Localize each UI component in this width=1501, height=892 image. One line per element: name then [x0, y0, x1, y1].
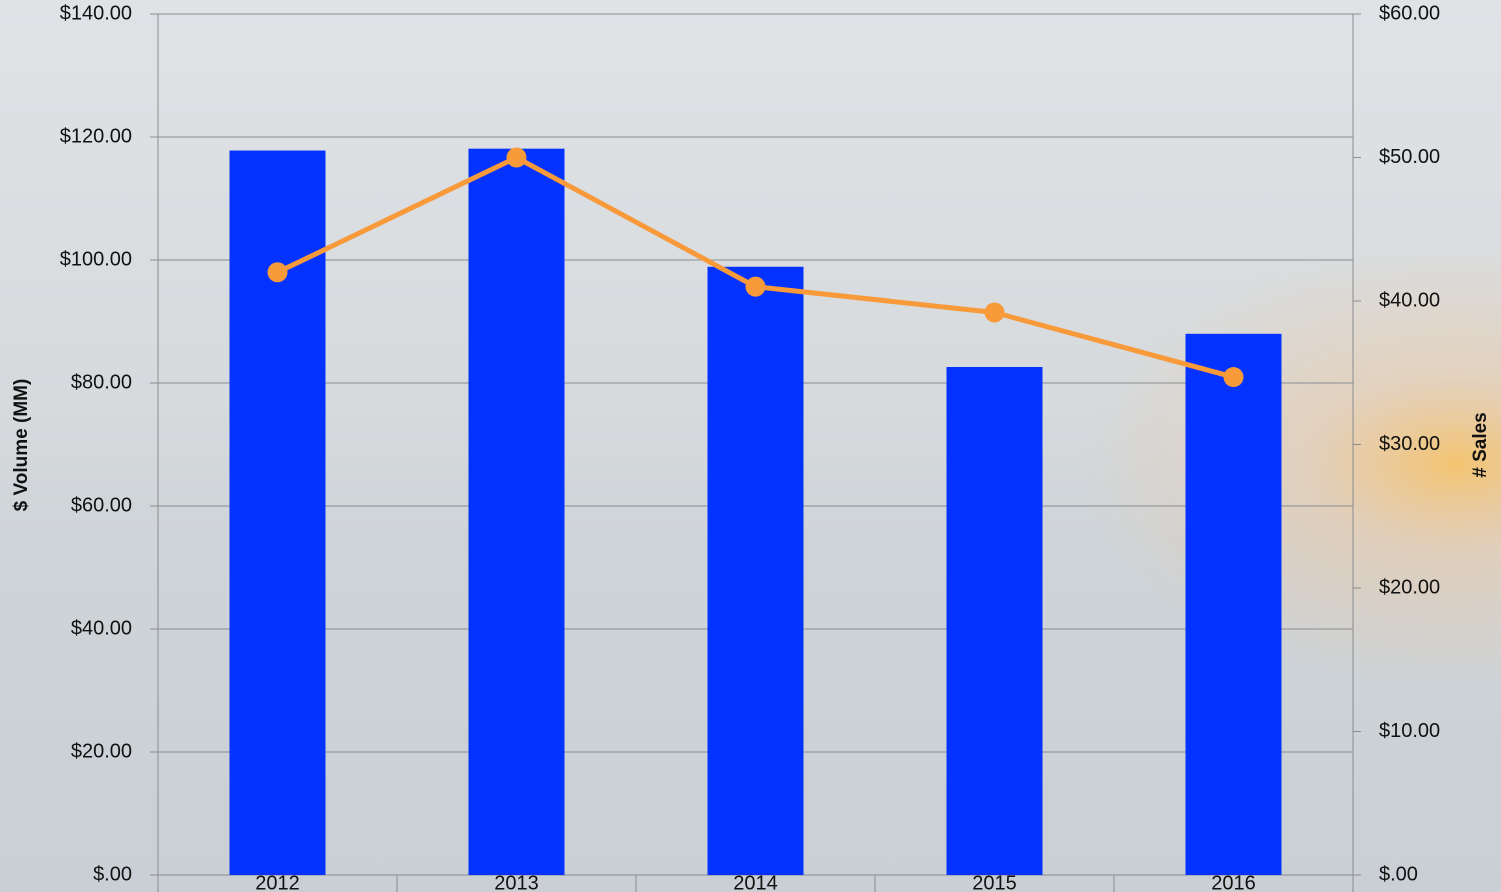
y-tick-label: $140.00 — [60, 2, 132, 24]
y-axis-title: $ Volume (MM) — [11, 379, 32, 512]
line-marker — [745, 276, 766, 297]
y-tick-label: $20.00 — [71, 740, 132, 762]
y2-tick-label: $20.00 — [1379, 576, 1440, 598]
y-tick-label: $120.00 — [60, 125, 132, 147]
line-marker — [267, 262, 288, 283]
x-tick-label: 2012 — [255, 872, 300, 892]
x-tick-label: 2016 — [1211, 872, 1256, 892]
bar — [946, 367, 1043, 875]
x-tick-label: 2015 — [972, 872, 1017, 892]
y2-axis-title: # Sales — [1470, 412, 1491, 478]
bar — [468, 148, 565, 875]
line-marker — [1223, 367, 1244, 388]
x-tick-label: 2013 — [494, 872, 539, 892]
y2-tick-label: $60.00 — [1379, 2, 1440, 24]
y2-tick-label: $30.00 — [1379, 433, 1440, 455]
y2-tick-label: $10.00 — [1379, 720, 1440, 742]
y-tick-label: $80.00 — [71, 371, 132, 393]
y-tick-label: $40.00 — [71, 617, 132, 639]
bar — [707, 266, 804, 875]
x-tick-label: 2014 — [733, 872, 778, 892]
line-marker — [506, 147, 527, 168]
y2-tick-label: $.00 — [1379, 863, 1418, 885]
bar — [229, 150, 326, 875]
bar — [1185, 333, 1282, 875]
y2-tick-label: $40.00 — [1379, 289, 1440, 311]
y-tick-label: $100.00 — [60, 248, 132, 270]
y-tick-label: $.00 — [93, 863, 132, 885]
line-marker — [984, 302, 1005, 323]
y-tick-label: $60.00 — [71, 494, 132, 516]
y2-tick-label: $50.00 — [1379, 146, 1440, 168]
